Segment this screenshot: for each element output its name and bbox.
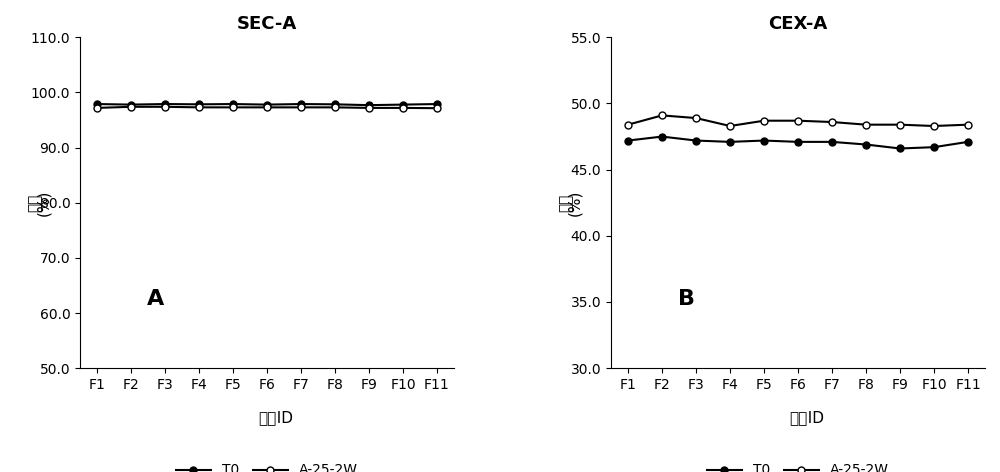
A-25-2W xyxy=(193,104,205,110)
A-25-2W xyxy=(826,119,838,125)
A-25-2W xyxy=(431,105,443,111)
A-25-2W xyxy=(792,118,804,124)
A-25-2W xyxy=(363,105,375,111)
T0 xyxy=(690,138,702,143)
Text: 含量: 含量 xyxy=(559,194,574,212)
A-25-2W xyxy=(656,113,668,118)
A-25-2W xyxy=(295,104,307,110)
T0 xyxy=(656,134,668,139)
T0 xyxy=(962,139,974,145)
A-25-2W xyxy=(91,105,103,111)
T0 xyxy=(193,101,205,107)
T0 xyxy=(397,102,409,108)
Line: A-25-2W: A-25-2W xyxy=(94,103,440,112)
Text: A: A xyxy=(147,288,165,309)
T0 xyxy=(329,101,341,107)
T0 xyxy=(928,144,940,150)
A-25-2W xyxy=(397,105,409,111)
Title: SEC-A: SEC-A xyxy=(237,15,297,33)
A-25-2W xyxy=(622,122,634,127)
A-25-2W xyxy=(758,118,770,124)
T0 xyxy=(792,139,804,145)
Text: ID: ID xyxy=(267,411,293,426)
T0 xyxy=(363,102,375,108)
Line: T0: T0 xyxy=(625,133,971,152)
T0 xyxy=(295,101,307,107)
T0 xyxy=(758,138,770,143)
Text: (%): (%) xyxy=(19,190,51,216)
A-25-2W xyxy=(125,104,137,110)
A-25-2W xyxy=(261,104,273,110)
Legend: T0, A-25-2W: T0, A-25-2W xyxy=(171,458,363,472)
T0 xyxy=(227,101,239,107)
Text: 样品: 样品 xyxy=(258,411,276,426)
A-25-2W xyxy=(159,104,171,110)
A-25-2W xyxy=(894,122,906,127)
Text: ID: ID xyxy=(798,411,824,426)
T0 xyxy=(125,102,137,108)
A-25-2W xyxy=(724,123,736,129)
T0 xyxy=(159,101,171,107)
T0 xyxy=(91,101,103,107)
Text: 含量: 含量 xyxy=(28,194,43,212)
T0 xyxy=(860,142,872,147)
T0 xyxy=(261,102,273,108)
Line: A-25-2W: A-25-2W xyxy=(625,112,971,129)
Line: T0: T0 xyxy=(94,101,440,109)
A-25-2W xyxy=(928,123,940,129)
Text: B: B xyxy=(678,288,695,309)
T0 xyxy=(724,139,736,145)
Title: CEX-A: CEX-A xyxy=(768,15,828,33)
T0 xyxy=(826,139,838,145)
A-25-2W xyxy=(962,122,974,127)
A-25-2W xyxy=(860,122,872,127)
T0 xyxy=(894,146,906,152)
Text: 样品: 样品 xyxy=(789,411,807,426)
Legend: T0, A-25-2W: T0, A-25-2W xyxy=(702,458,894,472)
A-25-2W xyxy=(329,104,341,110)
T0 xyxy=(622,138,634,143)
T0 xyxy=(431,101,443,107)
Text: (%): (%) xyxy=(550,190,582,216)
A-25-2W xyxy=(227,104,239,110)
A-25-2W xyxy=(690,115,702,121)
